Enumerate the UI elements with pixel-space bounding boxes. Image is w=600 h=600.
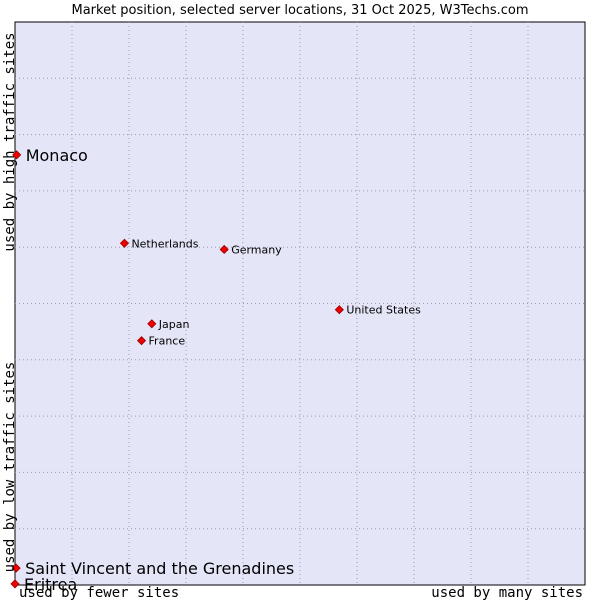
y-axis-label-top: used by high traffic sites bbox=[2, 32, 18, 251]
point-label-monaco: Monaco bbox=[26, 146, 88, 165]
point-label-france: France bbox=[149, 335, 186, 348]
data-points: Monaco Netherlands Germany United States Jap… bbox=[10, 146, 421, 594]
point-marker-eritrea bbox=[10, 579, 20, 589]
point-marker-monaco bbox=[12, 150, 22, 160]
point-marker-germany bbox=[219, 244, 229, 255]
point-label-eritrea: Eritrea bbox=[24, 575, 77, 594]
point-marker-saint-vincent-and-the-grenadines bbox=[11, 563, 21, 573]
y-axis-label-bottom: used by low traffic sites bbox=[2, 362, 18, 573]
point-marker-japan bbox=[147, 319, 157, 329]
point-marker-france bbox=[136, 336, 147, 346]
point-label-netherlands: Netherlands bbox=[131, 237, 198, 250]
point-marker-netherlands bbox=[119, 238, 130, 248]
x-axis-label-left: used by fewer sites bbox=[19, 585, 179, 600]
point-label-saint-vincent-and-the-grenadines: Saint Vincent and the Grenadines bbox=[25, 559, 294, 578]
point-label-germany: Germany bbox=[231, 243, 282, 256]
point-label-japan: Japan bbox=[158, 318, 190, 331]
x-axis-label-right: used by many sites bbox=[431, 585, 583, 600]
point-label-united-states: United States bbox=[346, 304, 421, 317]
point-marker-united-states bbox=[334, 305, 344, 315]
gridlines bbox=[15, 22, 585, 585]
chart-title: Market position, selected server locatio… bbox=[71, 3, 528, 18]
